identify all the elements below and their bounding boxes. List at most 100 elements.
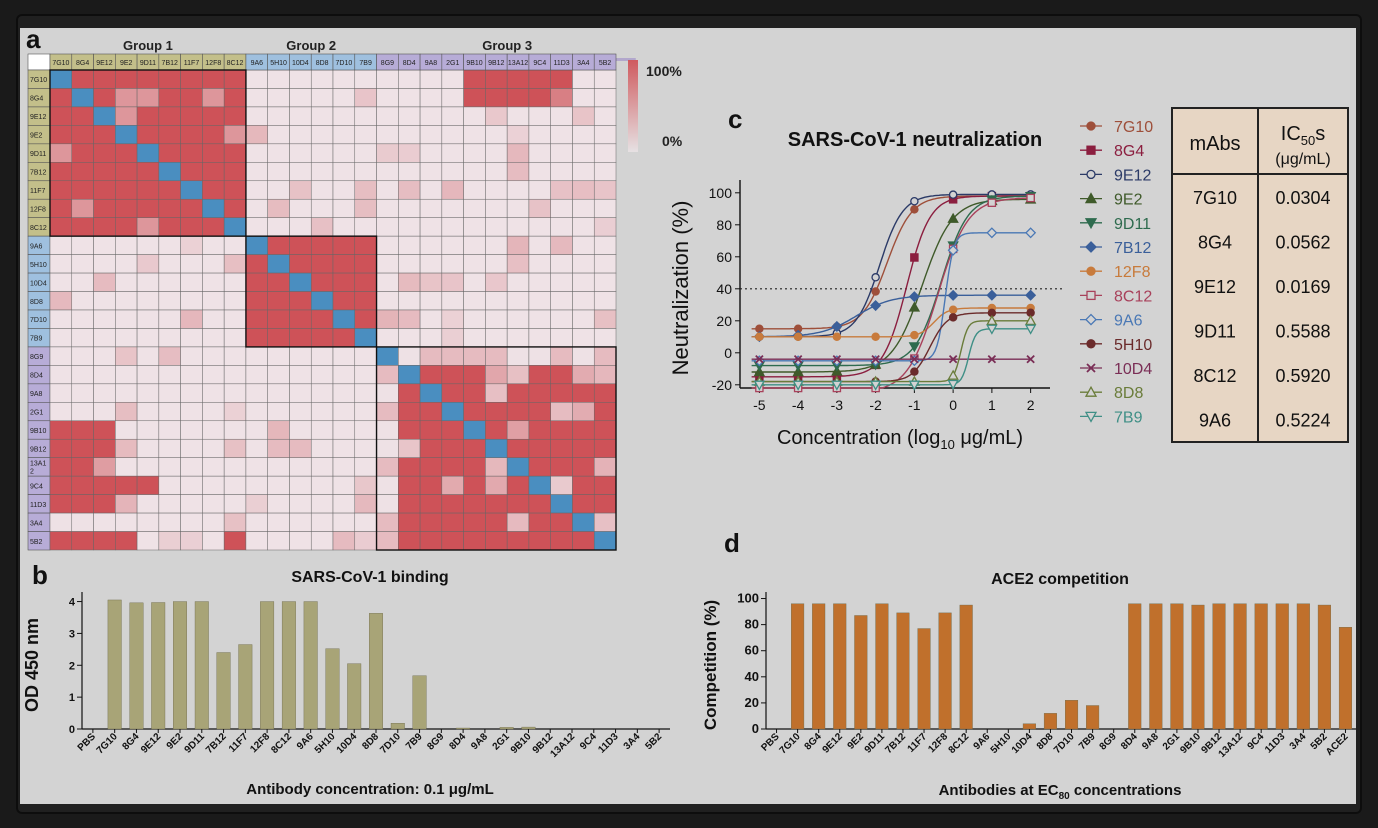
marker [947,379,959,391]
marker [948,190,958,199]
bar [896,612,910,730]
heatmap-cell [310,494,334,514]
neutralization-legend: 7G10 8G4 9E12 9E2 9D11 7B12 12F8 8C12 9A6 5H10 10D… [1080,119,1153,426]
col-header-label: 3A4 [577,60,590,67]
heatmap-cell [463,106,486,126]
heatmap-cell [267,106,290,126]
bar [521,726,536,730]
heatmap-cell [289,475,312,495]
ic50-header-ic50: IC50s [1281,123,1325,148]
series-10D4 [751,354,1035,364]
heatmap-cell [376,346,399,366]
chart-d-xlabel: Antibodies at EC80 concentrations [939,782,1182,802]
marker [947,212,959,223]
heatmap-cell [223,512,247,532]
heatmap-cell [419,531,443,551]
heatmap-cell [115,88,138,108]
heatmap-cell [354,494,377,514]
heatmap-cell [310,180,334,200]
heatmap-cell [115,402,138,422]
heatmap-cell [245,494,268,514]
series-9E2 [751,193,1037,377]
heatmap-cell [223,402,247,422]
row-header-label: 12F8 [30,206,46,213]
heatmap-cell [71,531,94,551]
heatmap-cell [115,291,138,311]
heatmap-cell [593,328,617,348]
heatmap-cell [506,125,530,145]
heatmap-cell [202,198,225,218]
heatmap-cell [180,162,203,182]
heatmap-cell [485,254,508,274]
heatmap-cell [115,198,138,218]
heatmap-cell [93,365,116,385]
heatmap-cell [267,235,290,255]
bar [347,663,362,730]
y-tick-label: 0 [724,345,732,361]
competition-heatmap: Group 1 Group 2 Group 3 7G10 7G10 8G4 8G4 9E12 9… [27,38,636,551]
bar [1317,604,1331,730]
heatmap-cell [115,531,138,551]
heatmap-cell [49,235,73,255]
heatmap-cell [136,254,160,274]
heatmap-cell [506,346,530,366]
heatmap-cell [93,217,116,237]
heatmap-cell [49,383,73,403]
heatmap-cell [550,272,573,292]
heatmap-cell [506,254,530,274]
heatmap-cell [332,475,356,495]
heatmap-cell [463,272,486,292]
heatmap-cell [202,272,225,292]
row-header-label: 10D4 [30,280,47,287]
heatmap-cell [310,198,334,218]
x-tick-label: 8G4 [120,731,141,752]
heatmap-cell [398,383,421,403]
heatmap-cell [49,69,73,89]
marker [871,273,880,282]
heatmap-cell [485,217,508,237]
heatmap-cell [572,235,595,255]
heatmap-cell [267,494,290,514]
heatmap-cell [245,125,268,145]
heatmap-cell [441,420,464,440]
row-header-label: 9B10 [30,428,46,435]
heatmap-cell [136,365,160,385]
heatmap-cell [289,402,312,422]
heatmap-cell [245,69,268,89]
heatmap-cell [49,162,73,182]
heatmap-cell [354,512,377,532]
heatmap-cell [550,457,573,477]
heatmap-cell [441,328,464,348]
heatmap-cell [528,402,551,422]
heatmap-cell [376,88,399,108]
heatmap-cell [332,494,356,514]
heatmap-cell [550,180,573,200]
heatmap-cell [572,438,595,458]
heatmap-cell [202,88,225,108]
x-tick-label: 9A8 [1140,731,1161,752]
heatmap-cell [398,254,421,274]
x-tick-label: 7D10 [378,731,403,756]
heatmap-cell [49,420,73,440]
heatmap-cell [506,531,530,551]
heatmap-corner [27,53,51,71]
heatmap-cell [289,531,312,551]
heatmap-cell [441,106,464,126]
heatmap-cell [506,162,530,182]
heatmap-cell [463,531,486,551]
heatmap-cell [463,402,486,422]
bar [107,599,122,730]
series-line [751,195,1031,378]
marker [1025,227,1037,239]
heatmap-cell [180,106,203,126]
heatmap-cell [93,512,116,532]
heatmap-cell [158,69,181,89]
heatmap-cell [310,254,334,274]
marker [1026,354,1035,364]
heatmap-cell [354,383,377,403]
chart-b-title: SARS-CoV-1 binding [291,569,448,586]
heatmap-cell [572,143,595,163]
heatmap-cell [463,88,486,108]
heatmap-cell [398,420,421,440]
bar [456,727,471,730]
